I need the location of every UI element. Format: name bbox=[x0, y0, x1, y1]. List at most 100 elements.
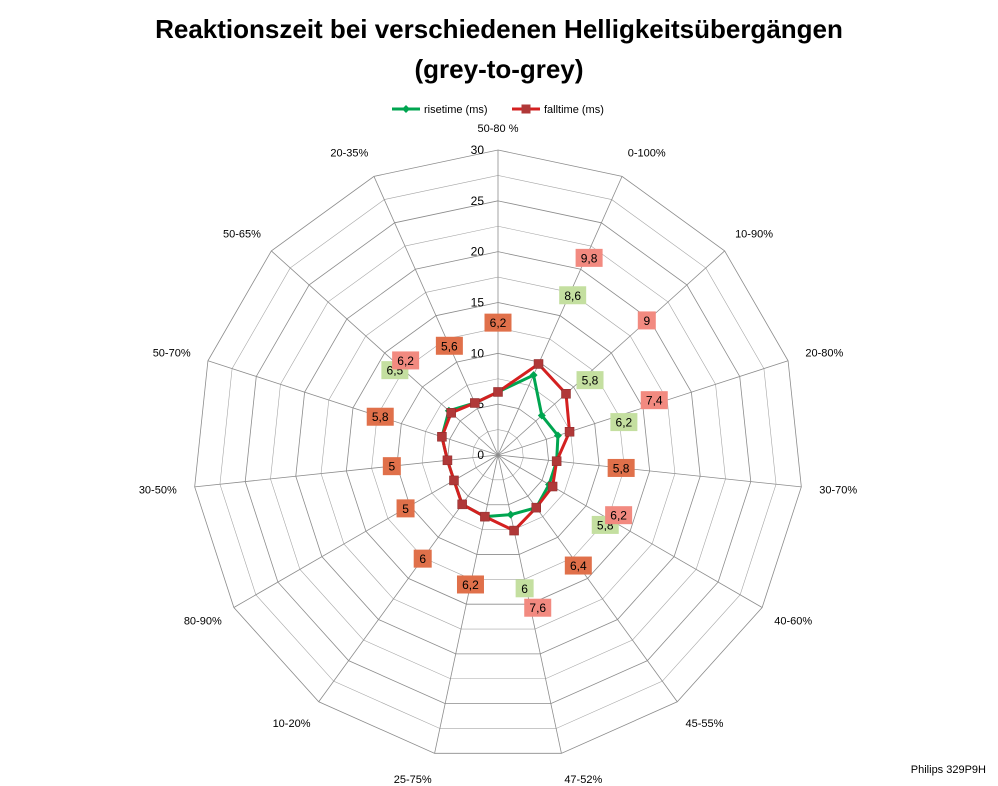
grid-spoke bbox=[207, 360, 499, 456]
data-label-bg bbox=[456, 575, 484, 594]
data-label-bg bbox=[413, 549, 432, 568]
data-label-falltime-bg bbox=[524, 598, 552, 617]
category-label: 47-52% bbox=[564, 774, 602, 786]
category-label: 10-20% bbox=[273, 718, 311, 730]
data-label: 5,8 bbox=[613, 461, 630, 475]
data-label-risetime: 6,2 bbox=[616, 416, 633, 430]
grid-ring-minor bbox=[421, 378, 575, 530]
radial-axis-ticks: 0 5 10 15 20 25 30 bbox=[471, 143, 485, 462]
data-label: 5 bbox=[402, 502, 409, 516]
category-label: 30-50% bbox=[139, 485, 177, 497]
category-label: 80-90% bbox=[184, 616, 222, 628]
falltime-marker bbox=[547, 481, 558, 492]
legend-label: risetime (ms) bbox=[424, 104, 488, 116]
category-label: 25-75% bbox=[394, 774, 432, 786]
data-label-bg bbox=[607, 458, 635, 477]
category-label: 45-55% bbox=[686, 718, 724, 730]
series-line-falltime bbox=[440, 362, 572, 533]
chart-subtitle: (grey-to-grey) bbox=[414, 54, 584, 84]
chart-title: Reaktionszeit bei verschiedenen Helligke… bbox=[155, 14, 843, 44]
category-label: 30-70% bbox=[819, 485, 857, 497]
data-label: 6,2 bbox=[490, 316, 507, 330]
data-label-risetime-bg bbox=[610, 413, 638, 432]
data-label-falltime-bg bbox=[575, 248, 603, 267]
data-label: 5 bbox=[388, 460, 395, 474]
radial-tick-label: 25 bbox=[471, 194, 485, 208]
grid-ring bbox=[447, 403, 549, 506]
data-label-falltime: 6,2 bbox=[610, 509, 627, 523]
grid-spoke bbox=[497, 454, 763, 608]
risetime-marker bbox=[506, 510, 515, 519]
grid-ring bbox=[194, 149, 802, 754]
legend-marker bbox=[521, 104, 531, 114]
falltime-marker bbox=[564, 427, 575, 437]
grid-spoke bbox=[318, 454, 499, 702]
risetime-marker bbox=[553, 431, 562, 440]
data-label: 5,6 bbox=[441, 339, 458, 353]
falltime-marker bbox=[442, 455, 453, 466]
category-label: 50-70% bbox=[153, 348, 191, 360]
falltime-marker bbox=[509, 525, 519, 536]
category-label: 20-80% bbox=[805, 348, 843, 360]
data-label-bg bbox=[382, 457, 401, 476]
radial-tick-label: 10 bbox=[471, 346, 485, 360]
footer-model-label: Philips 329P9H bbox=[910, 764, 986, 776]
category-label: 10-90% bbox=[735, 229, 773, 241]
falltime-marker bbox=[446, 408, 456, 418]
risetime-marker bbox=[529, 371, 538, 380]
grid-spoke bbox=[271, 250, 499, 456]
grid-ring bbox=[244, 200, 752, 705]
risetime-marker bbox=[537, 411, 546, 420]
data-label-risetime: 6 bbox=[521, 582, 528, 596]
data-label-risetime-bg bbox=[576, 371, 604, 390]
falltime-marker bbox=[531, 502, 541, 513]
data-label: 5,8 bbox=[372, 410, 389, 424]
data-label-bg bbox=[396, 499, 415, 518]
data-label-bg bbox=[484, 313, 512, 332]
category-label: 50-65% bbox=[223, 229, 261, 241]
category-label: 0-100% bbox=[628, 148, 666, 160]
grid-ring bbox=[295, 251, 701, 655]
data-label-risetime-bg bbox=[515, 579, 534, 598]
legend-label: falltime (ms) bbox=[544, 104, 604, 116]
data-label-falltime: 7,6 bbox=[529, 601, 546, 615]
data-label-risetime: 5,8 bbox=[582, 374, 599, 388]
series-layer bbox=[437, 359, 575, 536]
falltime-marker bbox=[437, 432, 447, 442]
radial-tick-label: 15 bbox=[471, 296, 485, 310]
grid-spoke bbox=[373, 176, 499, 456]
data-label-bg bbox=[564, 556, 592, 575]
category-label: 50-80 % bbox=[478, 123, 519, 135]
grid-ring bbox=[345, 302, 651, 605]
falltime-marker bbox=[561, 389, 571, 399]
grid-ring-minor bbox=[472, 429, 524, 481]
data-label-falltime: 9 bbox=[643, 314, 650, 328]
data-label-bg bbox=[366, 407, 394, 426]
data-label: 6 bbox=[419, 552, 426, 566]
falltime-marker bbox=[457, 499, 467, 510]
radial-tick-label: 20 bbox=[471, 245, 485, 259]
falltime-marker bbox=[470, 398, 480, 408]
radial-tick-label: 0 bbox=[477, 448, 484, 462]
data-label-falltime: 6,2 bbox=[397, 354, 414, 368]
data-label-risetime: 8,6 bbox=[564, 289, 581, 303]
radar-grid bbox=[194, 149, 802, 754]
data-label-falltime-bg bbox=[392, 351, 420, 370]
grid-ring bbox=[396, 352, 600, 555]
data-label-falltime: 7,4 bbox=[646, 394, 663, 408]
data-label-risetime-bg bbox=[559, 286, 587, 305]
grid-spoke bbox=[434, 454, 499, 754]
data-label-falltime-bg bbox=[605, 506, 633, 525]
category-label: 40-60% bbox=[774, 616, 812, 628]
category-labels: 50-80 % 0-100% 10-90% 20-80% 30-70% 40-60% 45-… bbox=[139, 123, 858, 786]
category-label: 20-35% bbox=[330, 148, 368, 160]
falltime-marker bbox=[480, 511, 490, 522]
radial-tick-label: 5 bbox=[477, 397, 484, 411]
data-labels: 6,28,69,85,896,27,45,85,86,26,467,66,265… bbox=[366, 248, 668, 617]
legend: risetime (ms) falltime (ms) bbox=[392, 104, 604, 116]
falltime-marker bbox=[551, 456, 562, 466]
grid-spoke bbox=[497, 454, 802, 488]
data-label-falltime-bg bbox=[640, 391, 668, 410]
data-label: 6,4 bbox=[570, 559, 587, 573]
